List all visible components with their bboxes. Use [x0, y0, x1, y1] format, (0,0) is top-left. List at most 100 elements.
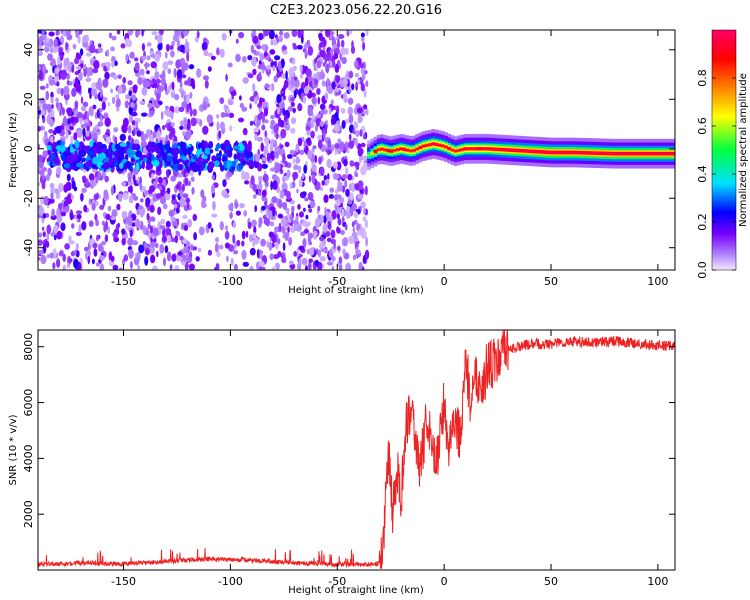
noise-speckle [154, 242, 159, 249]
noise-speckle [173, 221, 177, 227]
signal-track-cell [546, 151, 551, 154]
signal-track-cell [549, 151, 554, 154]
noise-speckle [311, 164, 317, 173]
noise-speckle [171, 40, 175, 47]
noise-speckle [68, 258, 73, 263]
noise-speckle [140, 198, 144, 203]
noise-speckle [48, 31, 55, 37]
signal-track-cell [642, 152, 647, 155]
noise-speckle [293, 89, 297, 99]
noise-speckle [67, 118, 71, 125]
noise-speckle [219, 48, 225, 58]
noise-speckle [73, 116, 79, 124]
noise-band-blob [220, 143, 224, 150]
noise-speckle [167, 234, 172, 244]
noise-speckle [42, 65, 47, 72]
noise-speckle [271, 266, 276, 270]
noise-speckle [249, 265, 254, 270]
noise-speckle [277, 61, 282, 71]
noise-speckle [245, 230, 249, 238]
noise-speckle [305, 138, 311, 144]
noise-speckle [281, 45, 287, 51]
noise-speckle [171, 81, 175, 91]
noise-speckle [159, 30, 164, 36]
noise-speckle [62, 253, 66, 262]
noise-speckle [127, 125, 132, 134]
noise-speckle [94, 213, 98, 221]
noise-speckle [242, 261, 249, 267]
noise-speckle [296, 188, 299, 194]
noise-speckle [139, 208, 144, 218]
noise-speckle [165, 220, 171, 228]
signal-track-cell [370, 152, 375, 155]
noise-speckle [281, 73, 287, 79]
noise-speckle [284, 222, 289, 227]
noise-speckle [66, 107, 73, 115]
noise-speckle [149, 109, 155, 116]
noise-band-blob [227, 150, 233, 158]
noise-speckle [74, 100, 79, 110]
noise-speckle [357, 150, 363, 157]
noise-speckle [60, 222, 66, 231]
noise-speckle [183, 225, 189, 231]
noise-speckle [156, 92, 160, 102]
noise-speckle [312, 145, 317, 150]
noise-speckle [103, 65, 107, 72]
noise-speckle [273, 124, 279, 134]
noise-speckle [130, 101, 135, 109]
signal-track-cell [604, 152, 609, 155]
noise-band-blob [117, 150, 125, 159]
noise-speckle [38, 154, 44, 162]
signal-track-cell [405, 149, 410, 151]
signal-track-cell [530, 150, 535, 153]
noise-speckle [299, 211, 304, 218]
noise-speckle [353, 161, 360, 167]
noise-speckle [319, 120, 325, 127]
noise-speckle [166, 187, 171, 194]
noise-speckle [96, 192, 99, 200]
noise-speckle [312, 114, 315, 121]
noise-speckle [139, 68, 145, 76]
noise-speckle [108, 32, 113, 39]
noise-speckle [181, 222, 185, 230]
noise-speckle [110, 46, 115, 52]
noise-speckle [212, 200, 216, 211]
noise-speckle [77, 111, 83, 119]
noise-speckle [170, 175, 177, 182]
noise-speckle [163, 257, 166, 267]
noise-speckle [179, 81, 183, 88]
noise-speckle [295, 156, 300, 165]
noise-speckle [304, 50, 308, 59]
noise-speckle [177, 46, 182, 51]
signal-track-cell [485, 148, 490, 150]
noise-speckle [184, 177, 188, 186]
noise-speckle [362, 162, 369, 172]
noise-speckle [80, 96, 84, 104]
noise-speckle [305, 214, 309, 220]
noise-speckle [282, 253, 286, 264]
snr-ytick-label: 8000 [22, 333, 35, 361]
noise-speckle [308, 208, 313, 213]
noise-speckle [332, 59, 336, 68]
signal-track-cell [626, 152, 631, 155]
noise-speckle [256, 248, 260, 259]
noise-speckle [364, 185, 368, 196]
noise-speckle [355, 137, 358, 148]
noise-speckle [201, 199, 206, 209]
signal-track-cell [652, 152, 657, 155]
noise-speckle [326, 237, 332, 243]
signal-track-cell [473, 148, 477, 150]
colorbar-tick-label: 0.4 [696, 165, 709, 183]
noise-speckle [142, 225, 147, 235]
noise-speckle [206, 114, 214, 124]
noise-speckle [365, 80, 369, 88]
noise-speckle [341, 238, 345, 246]
noise-speckle [317, 214, 321, 220]
noise-speckle [329, 187, 335, 193]
noise-band-blob [72, 161, 76, 168]
noise-speckle [338, 256, 343, 265]
noise-speckle [150, 225, 153, 234]
noise-speckle [336, 246, 341, 251]
noise-speckle [181, 74, 187, 79]
noise-speckle [92, 127, 98, 134]
